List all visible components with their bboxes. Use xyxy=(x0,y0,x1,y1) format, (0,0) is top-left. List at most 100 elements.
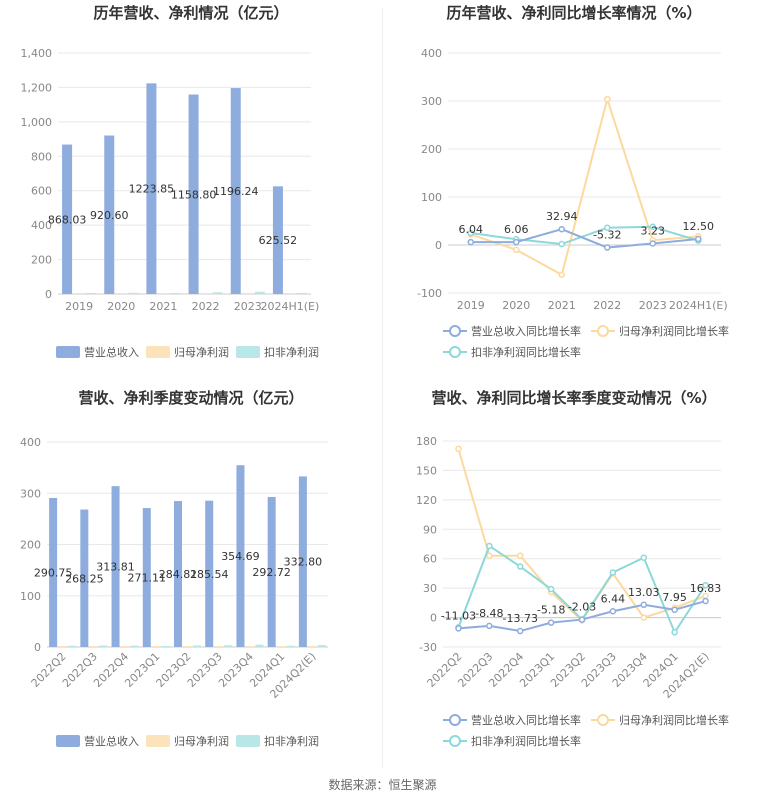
bar-deducted-profit xyxy=(170,292,181,294)
bar-parent-profit xyxy=(121,646,130,647)
point-value-label: 6.06 xyxy=(504,223,529,236)
legend-label: 营业总收入 xyxy=(84,345,139,359)
bar-revenue xyxy=(236,465,245,647)
bar-parent-profit xyxy=(308,645,317,647)
chart-annual-growth-rate: 历年营收、净利同比增长率情况（%） -100 0 100 200 300 400 6.04 6.… xyxy=(383,0,765,380)
series-point xyxy=(455,445,462,453)
bar-revenue xyxy=(205,500,214,647)
series-point xyxy=(640,614,648,621)
y-tick-label: 1,000 xyxy=(21,116,53,129)
y-tick-label: 180 xyxy=(416,435,437,448)
y-tick-label: 300 xyxy=(20,487,41,500)
chart-annual-revenue-profit: 历年营收、净利情况（亿元） 0 200 400 600 800 1,000 1,200 1,40… xyxy=(0,0,382,380)
legend-label: 扣非净利润同比增长率 xyxy=(471,345,581,359)
bar-parent-profit xyxy=(152,646,161,647)
bar-parent-profit xyxy=(74,293,85,294)
bar-revenue xyxy=(146,83,157,294)
y-tick-label: 60 xyxy=(423,553,437,566)
bar-value-label: 332.80 xyxy=(284,556,323,569)
point-value-label: 7.95 xyxy=(662,591,687,604)
series-point xyxy=(516,627,524,635)
bar-value-label: 285.54 xyxy=(190,568,229,581)
x-tick-label: 2019 xyxy=(457,299,485,312)
x-tick-label: 2020 xyxy=(502,299,530,312)
series-line-revenue-growth xyxy=(470,228,699,249)
legend-swatch xyxy=(146,735,170,747)
chart-quarterly-revenue-profit: 营收、净利季度变动情况（亿元） 0 100 200 300 400 290.75 2022Q2… xyxy=(0,385,382,765)
bar-deducted-profit xyxy=(254,291,265,294)
bar-value-label: 354.69 xyxy=(221,550,260,563)
legend-marker xyxy=(449,714,461,726)
bar-deducted-profit xyxy=(86,293,97,294)
bar-parent-profit xyxy=(58,646,67,647)
legend-label: 营业总收入 xyxy=(84,734,139,748)
series-point xyxy=(486,622,493,630)
y-tick-label: 1,400 xyxy=(21,47,53,60)
bar-revenue xyxy=(174,501,182,647)
y-tick-label: 200 xyxy=(421,143,442,156)
x-tick-label: 2021 xyxy=(149,300,177,313)
point-value-label: -8.48 xyxy=(475,607,503,620)
point-value-label: -5.18 xyxy=(537,604,565,617)
bar-revenue xyxy=(267,496,276,647)
y-tick-label: 0 xyxy=(430,612,437,625)
legend-label: 归母净利润 xyxy=(174,345,229,359)
bar-revenue xyxy=(230,88,241,294)
series-point xyxy=(516,552,524,560)
chart-quarterly-revenue-profit-svg: 营收、净利季度变动情况（亿元）0100200300400290.752022Q2… xyxy=(20,389,328,748)
bar-deducted-profit xyxy=(99,645,108,647)
series-point xyxy=(609,569,617,576)
point-value-label: 3.23 xyxy=(641,224,666,237)
bar-value-label: 292.72 xyxy=(252,566,291,579)
bar-value-label: 1158.80 xyxy=(171,188,217,201)
series-point xyxy=(558,225,565,233)
bar-value-label: 313.81 xyxy=(96,561,135,574)
y-tick-label: 100 xyxy=(421,191,442,204)
bar-value-label: 868.03 xyxy=(48,213,87,226)
bar-parent-profit xyxy=(214,646,223,647)
point-value-label: -2.03 xyxy=(568,601,596,614)
bar-revenue xyxy=(80,509,89,647)
y-tick-label: 600 xyxy=(31,185,52,198)
legend-marker xyxy=(449,346,461,358)
bar-deducted-profit xyxy=(161,645,170,647)
series-point xyxy=(695,235,702,243)
x-tick-label: 2024H1(E) xyxy=(669,299,728,312)
series-point xyxy=(671,629,678,636)
bar-deducted-profit xyxy=(130,645,139,647)
bar-value-label: 1223.85 xyxy=(129,183,175,196)
series-point xyxy=(609,608,617,615)
x-tick-label: 2019 xyxy=(65,300,93,313)
legend-label: 扣非净利润 xyxy=(264,734,319,748)
series-point xyxy=(702,597,709,605)
y-tick-label: 400 xyxy=(31,219,52,232)
legend-marker xyxy=(597,325,609,337)
chart-annual-revenue-profit-svg: 历年营收、净利情况（亿元） 0 200 400 600 800 1,000 1,200 1,40… xyxy=(21,4,320,359)
series-point xyxy=(649,240,656,247)
y-tick-label: 400 xyxy=(421,47,442,60)
bar-revenue xyxy=(111,486,120,647)
point-value-label: 6.04 xyxy=(459,223,484,236)
bar-revenue xyxy=(298,476,307,647)
series-point xyxy=(558,240,565,248)
bar-parent-profit xyxy=(242,292,253,294)
series-point xyxy=(513,238,520,246)
bar-revenue xyxy=(272,186,283,294)
y-tick-label: 100 xyxy=(20,590,41,603)
y-tick-label: 300 xyxy=(421,95,442,108)
series-point xyxy=(547,585,555,593)
bar-deducted-profit xyxy=(296,293,307,294)
bar-deducted-profit xyxy=(255,644,264,647)
y-tick-label: -100 xyxy=(417,287,442,300)
series-point xyxy=(640,601,648,609)
point-value-label: 16.83 xyxy=(690,582,722,595)
bar-parent-profit xyxy=(183,646,192,647)
y-tick-label: 150 xyxy=(416,464,437,477)
bar-deducted-profit xyxy=(224,645,233,647)
series-point xyxy=(486,552,493,560)
y-tick-label: 1,200 xyxy=(21,81,53,94)
bar-value-label: 290.75 xyxy=(34,566,73,579)
legend-label: 营业总收入同比增长率 xyxy=(471,713,581,727)
chart-quarterly-growth-rate-svg: 营收、净利同比增长率季度变动情况（%） -30 0 30 60 90 120 150 180 -1… xyxy=(416,389,729,748)
bar-parent-profit xyxy=(277,646,286,647)
